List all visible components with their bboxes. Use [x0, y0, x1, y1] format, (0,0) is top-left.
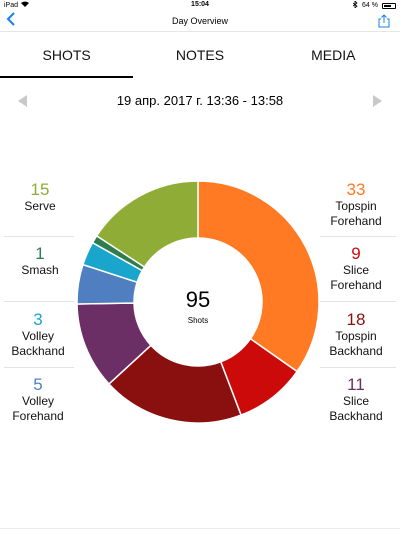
tab-bar: SHOTS NOTES MEDIA — [0, 33, 400, 78]
legend-count: 1 — [35, 244, 45, 263]
legend-count: 33 — [346, 180, 366, 199]
slice-serve[interactable] — [95, 180, 199, 269]
date-navigator: 19 апр. 2017 г. 13:36 - 13:58 — [0, 88, 400, 112]
legend-label: Slice Forehand — [330, 263, 382, 292]
legend-label: Smash — [21, 263, 59, 277]
legend-count: 18 — [346, 310, 366, 329]
legend-label: Topspin Backhand — [329, 329, 383, 358]
slice-topspin-forehand[interactable] — [197, 180, 320, 373]
legend-label: Slice Backhand — [329, 394, 383, 423]
tab-notes[interactable]: NOTES — [175, 47, 225, 63]
share-icon[interactable] — [378, 14, 390, 28]
legend-label: Serve — [24, 199, 56, 213]
page-title: Day Overview — [171, 16, 228, 26]
status-bar: iPad 15:04 64 % — [0, 0, 400, 10]
legend-item-serve: 15 Serve — [4, 180, 76, 214]
navigation-bar: Day Overview — [0, 10, 400, 32]
tab-media[interactable]: MEDIA — [311, 47, 356, 63]
legend-label: Volley Forehand — [12, 394, 64, 423]
legend-count: 11 — [347, 375, 365, 394]
legend-item-slice-backhand: 11 Slice Backhand — [318, 375, 394, 424]
legend-divider — [320, 236, 396, 237]
battery-percent: 64 % — [362, 2, 378, 9]
tab-shots[interactable]: SHOTS — [0, 33, 134, 78]
total-shots-value: 95 — [185, 287, 211, 312]
legend-item-smash: 1 Smash — [4, 244, 76, 278]
donut-center — [135, 239, 261, 365]
device-name: iPad — [4, 1, 19, 9]
legend-label: Topspin Forehand — [330, 199, 382, 228]
bluetooth-icon — [352, 0, 358, 10]
wifi-icon — [21, 1, 30, 9]
legend-count: 9 — [351, 244, 361, 263]
legend-divider — [4, 301, 74, 302]
legend-item-topspin-backhand: 18 Topspin Backhand — [318, 310, 394, 359]
legend-count: 15 — [30, 180, 50, 199]
legend-item-slice-forehand: 9 Slice Forehand — [318, 244, 394, 293]
legend-divider — [4, 236, 74, 237]
previous-day-button[interactable] — [18, 95, 27, 107]
next-day-button[interactable] — [373, 95, 382, 107]
chevron-left-icon[interactable] — [6, 12, 15, 31]
legend-item-volley-backhand: 3 Volley Backhand — [4, 310, 72, 359]
legend-count: 5 — [33, 375, 43, 394]
date-range: 19 апр. 2017 г. 13:36 - 13:58 — [116, 93, 284, 108]
legend-item-topspin-forehand: 33 Topspin Forehand — [318, 180, 394, 229]
legend-item-volley-forehand: 5 Volley Forehand — [4, 375, 72, 424]
bottom-divider — [0, 528, 400, 529]
legend-divider — [320, 367, 396, 368]
status-time: 15:04 — [191, 1, 209, 8]
legend-divider — [4, 367, 74, 368]
legend-label: Volley Backhand — [11, 329, 65, 358]
legend-count: 3 — [33, 310, 43, 329]
total-shots-label: Shots — [187, 316, 209, 325]
battery-icon — [382, 2, 396, 9]
legend-divider — [320, 301, 396, 302]
